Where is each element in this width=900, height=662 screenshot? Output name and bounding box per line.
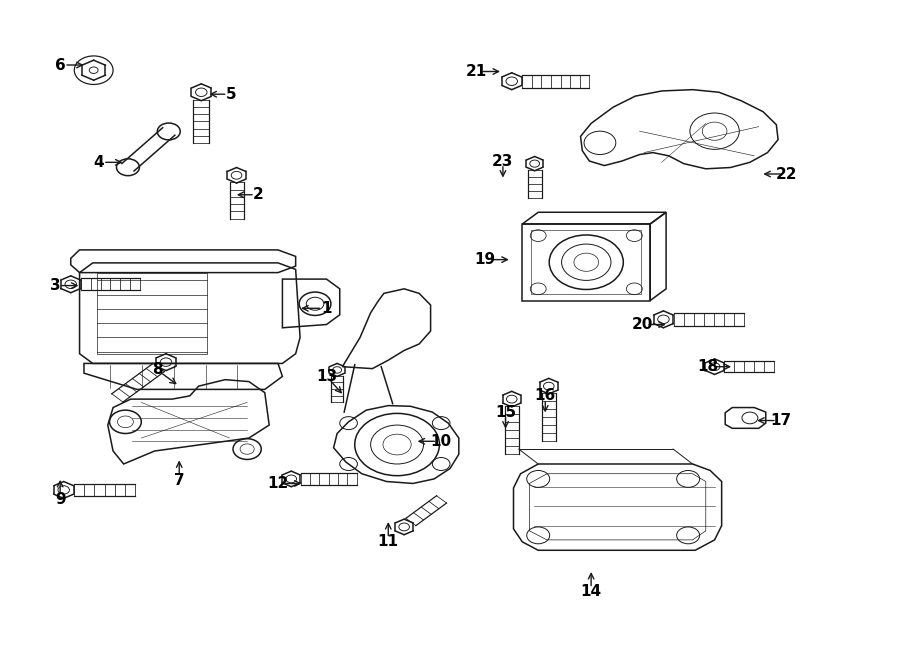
Text: 8: 8 <box>152 362 163 377</box>
Text: 2: 2 <box>253 187 264 203</box>
Text: 4: 4 <box>94 155 104 170</box>
Text: 1: 1 <box>321 301 332 316</box>
Text: 7: 7 <box>174 473 184 488</box>
Text: 10: 10 <box>430 434 452 449</box>
Text: 16: 16 <box>535 389 556 403</box>
Bar <box>97 273 207 354</box>
Text: 6: 6 <box>55 58 66 73</box>
Text: 21: 21 <box>466 64 487 79</box>
Bar <box>531 230 642 294</box>
Text: 20: 20 <box>632 317 653 332</box>
Text: 19: 19 <box>474 252 496 267</box>
Text: 5: 5 <box>226 87 237 102</box>
Bar <box>522 224 650 301</box>
Text: 9: 9 <box>55 492 66 507</box>
Text: 17: 17 <box>770 413 791 428</box>
Text: 15: 15 <box>495 404 516 420</box>
Text: 18: 18 <box>697 359 718 374</box>
Text: 13: 13 <box>316 369 338 384</box>
Text: 14: 14 <box>580 585 602 599</box>
Text: 11: 11 <box>378 534 399 549</box>
Text: 23: 23 <box>492 154 514 169</box>
Text: 12: 12 <box>267 476 289 491</box>
Text: 3: 3 <box>50 278 60 293</box>
Text: 22: 22 <box>776 167 797 181</box>
